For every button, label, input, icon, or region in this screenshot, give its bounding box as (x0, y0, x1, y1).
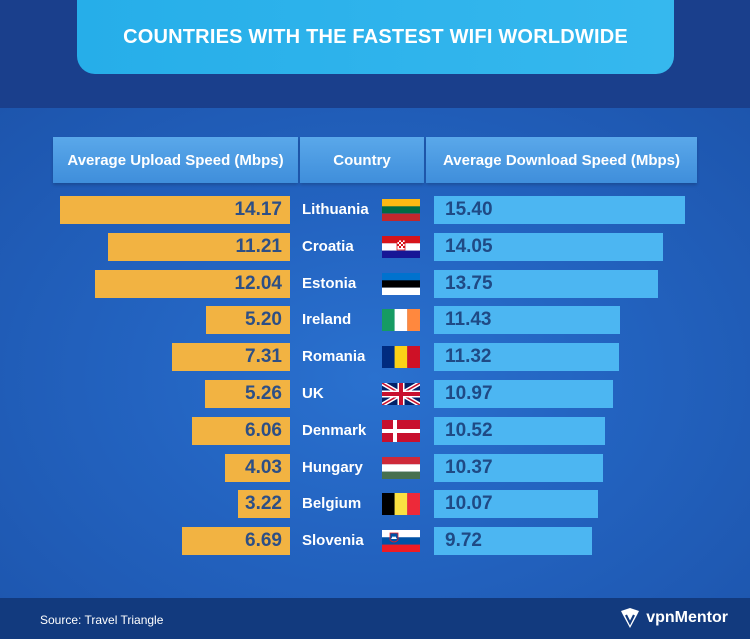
country-label: Croatia (302, 238, 354, 255)
upload-bar: 14.17 (60, 196, 290, 224)
upload-value-label: 14.17 (234, 199, 282, 220)
download-value-label: 10.37 (445, 457, 493, 478)
upload-column-header: Average Upload Speed (Mbps) (53, 137, 298, 183)
upload-bar: 6.06 (192, 417, 290, 445)
vpnmentor-logo-icon (619, 607, 641, 629)
lithuania-flag-icon (382, 199, 420, 221)
upload-bar: 11.21 (108, 233, 290, 261)
download-value-label: 13.75 (445, 273, 493, 294)
upload-bar: 7.31 (172, 343, 290, 371)
download-bar: 10.07 (434, 490, 598, 518)
chart-title: COUNTRIES WITH THE FASTEST WIFI WORLDWID… (77, 0, 674, 74)
country-label: Belgium (302, 495, 362, 512)
download-value-label: 11.32 (445, 346, 492, 367)
upload-value-label: 11.21 (235, 236, 283, 257)
download-value-label: 9.72 (445, 530, 482, 551)
country-label: UK (302, 385, 324, 402)
country-label: Hungary (302, 459, 363, 476)
brand-logo: vpnMentor (619, 606, 728, 630)
upload-value-label: 7.31 (245, 346, 282, 367)
country-label: Estonia (302, 275, 357, 292)
upload-value-label: 4.03 (245, 457, 282, 478)
download-bar: 15.40 (434, 196, 685, 224)
upload-bar: 4.03 (225, 454, 290, 482)
upload-bar: 3.22 (238, 490, 290, 518)
country-label: Romania (302, 348, 366, 365)
denmark-flag-icon (382, 420, 420, 442)
country-label: Slovenia (302, 532, 364, 549)
upload-value-label: 3.22 (245, 493, 282, 514)
croatia-flag-icon (382, 236, 420, 258)
download-value-label: 10.52 (445, 420, 493, 441)
estonia-flag-icon (382, 273, 420, 295)
download-bar: 14.05 (434, 233, 663, 261)
source-note: Source: Travel Triangle (40, 613, 164, 627)
download-bar: 10.37 (434, 454, 603, 482)
header-band: COUNTRIES WITH THE FASTEST WIFI WORLDWID… (0, 0, 750, 108)
upload-value-label: 5.26 (245, 383, 282, 404)
upload-bar: 5.20 (206, 306, 290, 334)
belgium-flag-icon (382, 493, 420, 515)
chart-panel (0, 108, 750, 598)
upload-bar: 5.26 (205, 380, 290, 408)
download-value-label: 10.07 (445, 493, 493, 514)
slovenia-flag-icon (382, 530, 420, 552)
upload-bar: 6.69 (182, 527, 290, 555)
download-value-label: 10.97 (445, 383, 493, 404)
upload-value-label: 6.06 (245, 420, 282, 441)
uk-flag-icon (382, 383, 420, 405)
upload-value-label: 6.69 (245, 530, 282, 551)
country-label: Lithuania (302, 201, 369, 218)
download-value-label: 11.43 (445, 309, 492, 330)
romania-flag-icon (382, 346, 420, 368)
upload-value-label: 5.20 (245, 309, 282, 330)
country-label: Denmark (302, 422, 367, 439)
download-bar: 13.75 (434, 270, 658, 298)
brand-name: vpnMentor (646, 609, 728, 626)
footer: Source: Travel Triangle vpnMentor (0, 598, 750, 639)
download-bar: 10.97 (434, 380, 613, 408)
upload-bar: 12.04 (95, 270, 290, 298)
upload-value-label: 12.04 (234, 273, 282, 294)
download-bar: 9.72 (434, 527, 592, 555)
country-column-header: Country (300, 137, 424, 183)
ireland-flag-icon (382, 309, 420, 331)
download-bar: 11.32 (434, 343, 619, 371)
download-column-header: Average Download Speed (Mbps) (426, 137, 697, 183)
country-label: Ireland (302, 311, 352, 328)
download-bar: 10.52 (434, 417, 605, 445)
download-value-label: 15.40 (445, 199, 493, 220)
download-bar: 11.43 (434, 306, 620, 334)
download-value-label: 14.05 (445, 236, 493, 257)
hungary-flag-icon (382, 457, 420, 479)
